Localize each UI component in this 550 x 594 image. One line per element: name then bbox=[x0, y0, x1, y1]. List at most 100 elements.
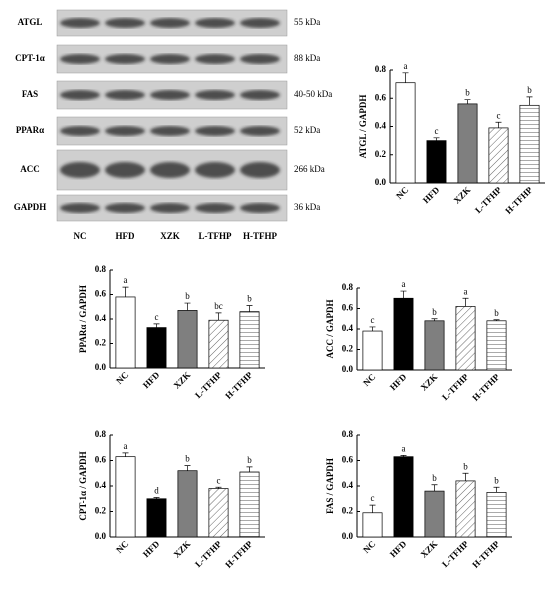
error-bar bbox=[153, 323, 160, 328]
x-tick-label: NC bbox=[361, 372, 377, 388]
lane-label: L-TFHP bbox=[199, 231, 233, 241]
significance-letter: a bbox=[402, 443, 406, 453]
bar bbox=[208, 319, 229, 369]
significance-letter: c bbox=[497, 110, 501, 120]
y-tick-label: 0.6 bbox=[375, 92, 387, 102]
y-tick-label: 0.0 bbox=[342, 531, 354, 541]
x-tick-label: L-TFHP bbox=[193, 538, 224, 569]
x-tick-label: XZK bbox=[172, 370, 193, 391]
error-bar bbox=[431, 484, 438, 492]
y-axis-label: ATGL / GAPDH bbox=[358, 95, 368, 159]
bar bbox=[486, 320, 507, 371]
significance-letter: c bbox=[371, 315, 375, 325]
significance-letter: a bbox=[402, 279, 406, 289]
lane-label: NC bbox=[74, 231, 87, 241]
bar bbox=[426, 140, 447, 184]
significance-letter: b bbox=[494, 475, 499, 485]
blot-band bbox=[195, 162, 235, 178]
blot-band bbox=[105, 18, 145, 28]
significance-letter: d bbox=[154, 486, 159, 496]
blot-band bbox=[240, 162, 280, 178]
y-tick-label: 0.2 bbox=[95, 506, 107, 516]
size-label: 52 kDa bbox=[294, 125, 320, 135]
y-tick-label: 0.2 bbox=[342, 344, 354, 354]
significance-letter: a bbox=[124, 275, 128, 285]
error-bar bbox=[495, 121, 502, 128]
error-bar bbox=[464, 99, 471, 104]
bar bbox=[177, 310, 198, 369]
blot-band bbox=[60, 162, 100, 178]
error-bar bbox=[246, 305, 253, 312]
lane-label: HFD bbox=[116, 231, 135, 241]
size-label: 40-50 kDa bbox=[294, 89, 332, 99]
blot-band bbox=[105, 126, 145, 136]
size-label: 266 kDa bbox=[294, 164, 325, 174]
blot-band bbox=[240, 18, 280, 28]
blot-band bbox=[60, 54, 100, 64]
x-tick-label: HFD bbox=[421, 184, 442, 205]
y-tick-label: 0.0 bbox=[375, 177, 387, 187]
bar bbox=[424, 490, 445, 538]
blot-band bbox=[150, 90, 190, 100]
significance-letter: b bbox=[432, 473, 437, 483]
y-tick-label: 0.2 bbox=[95, 338, 107, 348]
bar bbox=[393, 456, 414, 538]
bar bbox=[362, 512, 383, 538]
significance-letter: c bbox=[435, 126, 439, 136]
y-tick-label: 0.0 bbox=[342, 364, 354, 374]
x-tick-label: XZK bbox=[452, 185, 473, 206]
y-tick-label: 0.4 bbox=[342, 480, 354, 490]
blot-band bbox=[195, 18, 235, 28]
bar bbox=[115, 296, 136, 369]
blot-band bbox=[60, 18, 100, 28]
bar bbox=[208, 488, 229, 538]
error-bar bbox=[215, 486, 222, 489]
blot-band bbox=[105, 90, 145, 100]
y-tick-label: 0.4 bbox=[95, 480, 107, 490]
lane-label: H-TFHP bbox=[243, 231, 277, 241]
x-tick-label: HFD bbox=[388, 371, 409, 392]
error-bar bbox=[400, 455, 407, 457]
blot-band bbox=[150, 18, 190, 28]
size-label: 55 kDa bbox=[294, 17, 320, 27]
x-tick-label: L-TFHP bbox=[440, 371, 471, 402]
blot-band bbox=[105, 162, 145, 178]
significance-letter: c bbox=[371, 493, 375, 503]
error-bar bbox=[153, 497, 160, 499]
y-axis-label: CPT-1α / GAPDH bbox=[78, 451, 88, 520]
y-tick-label: 0.2 bbox=[375, 149, 387, 159]
x-tick-label: NC bbox=[361, 539, 377, 555]
size-label: 88 kDa bbox=[294, 53, 320, 63]
lane-label: XZK bbox=[160, 231, 180, 241]
blot-band bbox=[195, 203, 235, 213]
error-bar bbox=[462, 472, 469, 481]
x-tick-label: H-TFHP bbox=[503, 184, 534, 215]
blot-band bbox=[60, 90, 100, 100]
significance-letter: b bbox=[247, 455, 252, 465]
bar bbox=[146, 327, 167, 369]
blot-band bbox=[195, 126, 235, 136]
x-tick-label: HFD bbox=[141, 369, 162, 390]
error-bar bbox=[431, 318, 438, 321]
protein-label: PPARα bbox=[16, 125, 44, 135]
x-tick-label: L-TFHP bbox=[473, 184, 504, 215]
blot-band bbox=[150, 126, 190, 136]
y-tick-label: 0.4 bbox=[342, 323, 354, 333]
y-tick-label: 0.0 bbox=[95, 531, 107, 541]
significance-letter: a bbox=[404, 61, 408, 71]
significance-letter: a bbox=[464, 286, 468, 296]
y-axis-label: FAS / GAPDH bbox=[325, 458, 335, 514]
y-tick-label: 0.6 bbox=[95, 289, 107, 299]
bar bbox=[488, 127, 509, 184]
y-tick-label: 0.8 bbox=[342, 282, 354, 292]
error-bar bbox=[122, 286, 129, 297]
bar bbox=[457, 103, 478, 184]
error-bar bbox=[122, 452, 129, 457]
error-bar bbox=[433, 137, 440, 141]
x-tick-label: NC bbox=[394, 185, 410, 201]
bar bbox=[115, 456, 136, 538]
significance-letter: b bbox=[185, 454, 190, 464]
bar bbox=[146, 498, 167, 538]
x-tick-label: H-TFHP bbox=[223, 538, 254, 569]
